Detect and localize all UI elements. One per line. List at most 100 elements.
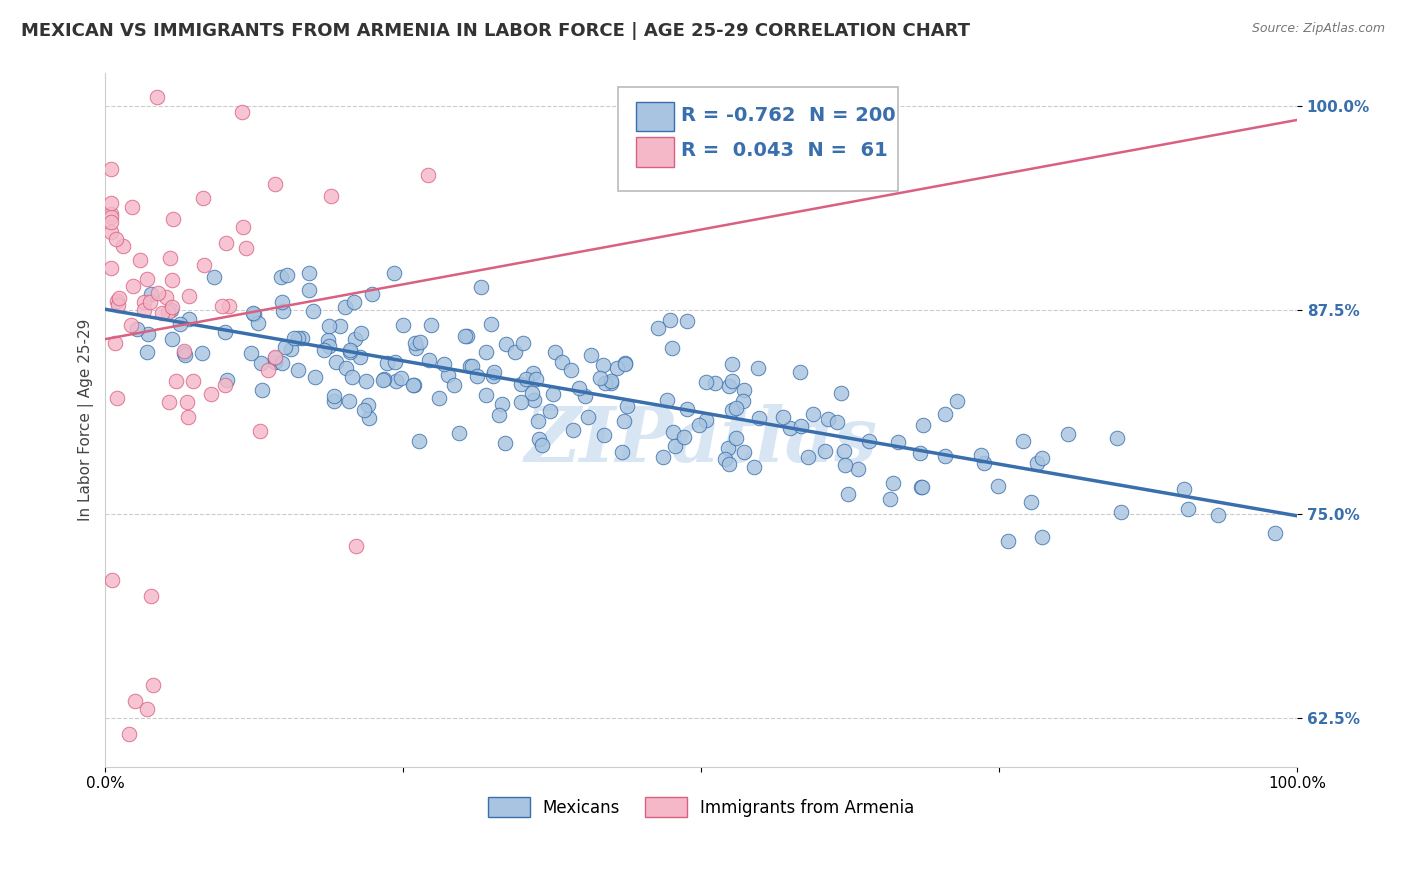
Point — [264, 177, 287, 191]
Point — [733, 393, 755, 408]
Point — [720, 403, 742, 417]
Point — [270, 356, 292, 370]
FancyBboxPatch shape — [636, 102, 673, 131]
Text: MEXICAN VS IMMIGRANTS FROM ARMENIA IN LABOR FORCE | AGE 25-29 CORRELATION CHART: MEXICAN VS IMMIGRANTS FROM ARMENIA IN LA… — [21, 22, 970, 40]
Point — [150, 306, 173, 320]
Point — [107, 294, 129, 309]
Point — [574, 389, 596, 403]
Point — [717, 457, 740, 471]
Point — [675, 401, 697, 416]
Point — [460, 359, 482, 373]
Point — [657, 392, 679, 407]
Point — [779, 421, 801, 435]
Point — [287, 362, 309, 376]
Point — [733, 383, 755, 397]
Point — [474, 388, 496, 402]
Point — [264, 355, 287, 369]
Point — [159, 251, 181, 265]
Point — [100, 260, 122, 275]
Point — [418, 353, 440, 368]
Point — [408, 434, 430, 448]
Point — [329, 319, 352, 334]
Point — [246, 316, 269, 330]
Point — [101, 573, 124, 587]
Point — [342, 369, 364, 384]
Point — [503, 344, 526, 359]
Point — [169, 318, 191, 332]
Point — [318, 319, 340, 334]
Point — [177, 289, 200, 303]
Point — [134, 295, 156, 310]
Point — [375, 355, 398, 369]
Point — [813, 444, 835, 458]
Point — [592, 358, 614, 372]
Point — [323, 393, 346, 408]
Point — [177, 410, 200, 425]
Point — [276, 268, 298, 282]
Point — [453, 329, 475, 343]
Point — [911, 418, 934, 433]
Point — [173, 346, 195, 360]
Point — [479, 317, 502, 331]
Point — [720, 357, 742, 371]
Point — [616, 399, 638, 413]
Point — [235, 241, 257, 255]
Point — [174, 348, 197, 362]
Point — [357, 411, 380, 425]
Point — [318, 339, 340, 353]
Point — [520, 385, 543, 400]
Point — [181, 374, 204, 388]
Point — [593, 428, 616, 442]
Point — [156, 305, 179, 319]
Point — [522, 366, 544, 380]
Point — [825, 415, 848, 429]
Point — [392, 318, 415, 333]
Text: ZIPatlas: ZIPatlas — [524, 403, 877, 477]
Point — [661, 425, 683, 439]
Point — [658, 313, 681, 327]
Point — [1056, 426, 1078, 441]
Point — [337, 394, 360, 409]
Point — [599, 376, 621, 390]
Point — [214, 325, 236, 339]
Point — [349, 350, 371, 364]
Point — [344, 539, 367, 553]
Point — [560, 363, 582, 377]
Point — [465, 368, 488, 383]
Point — [100, 196, 122, 211]
Point — [319, 189, 342, 203]
Point — [242, 306, 264, 320]
Point — [382, 266, 405, 280]
Point — [661, 341, 683, 355]
Point — [344, 332, 367, 346]
Point — [136, 272, 159, 286]
Point — [173, 344, 195, 359]
Point — [191, 346, 214, 360]
Point — [817, 412, 839, 426]
Point — [384, 374, 406, 388]
Point — [801, 407, 824, 421]
Point — [494, 436, 516, 450]
Point — [523, 393, 546, 408]
Point — [676, 314, 699, 328]
Point — [1105, 431, 1128, 445]
Point — [834, 458, 856, 472]
Point — [613, 356, 636, 370]
Point — [200, 387, 222, 401]
Y-axis label: In Labor Force | Age 25-29: In Labor Force | Age 25-29 — [79, 318, 94, 521]
Point — [339, 343, 361, 357]
Text: Source: ZipAtlas.com: Source: ZipAtlas.com — [1251, 22, 1385, 36]
Point — [100, 207, 122, 221]
Point — [934, 449, 956, 463]
Point — [104, 335, 127, 350]
Point — [120, 318, 142, 333]
Point — [1012, 434, 1035, 448]
Point — [402, 378, 425, 392]
Point — [335, 361, 357, 376]
Point — [404, 335, 426, 350]
Point — [541, 387, 564, 401]
Point — [606, 360, 628, 375]
Point — [544, 344, 567, 359]
Point — [724, 401, 747, 415]
Point — [100, 225, 122, 239]
